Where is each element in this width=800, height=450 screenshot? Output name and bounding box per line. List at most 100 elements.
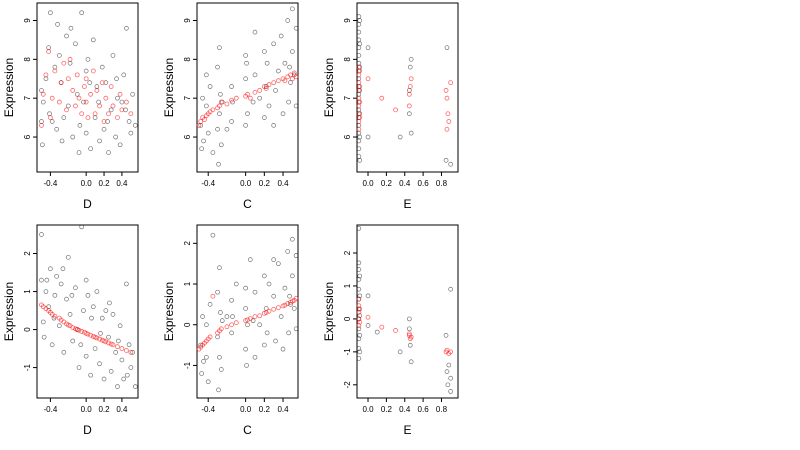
observed-points: [356, 225, 454, 394]
fitted-point: [356, 296, 362, 302]
data-point: [121, 376, 127, 382]
data-point: [110, 53, 116, 58]
data-point: [88, 372, 93, 378]
data-point: [357, 134, 363, 140]
fitted-point: [356, 316, 362, 322]
fitted-point: [123, 99, 129, 105]
fitted-point: [119, 346, 125, 351]
data-point: [128, 365, 134, 370]
fitted-point: [52, 313, 58, 319]
fitted-point: [357, 115, 363, 121]
y-tick-label: 2: [23, 251, 32, 256]
data-point: [293, 25, 299, 31]
data-point: [280, 346, 286, 352]
data-point: [261, 49, 267, 54]
data-point: [448, 389, 454, 394]
x-tick-label: 0.4: [277, 179, 289, 188]
data-point: [103, 308, 109, 313]
fitted-point: [408, 334, 414, 340]
data-point: [65, 103, 71, 109]
data-point: [70, 134, 76, 140]
data-point: [356, 356, 362, 361]
data-point: [58, 281, 64, 287]
x-tick-label: 0.2: [259, 179, 271, 188]
data-point: [92, 115, 98, 120]
x-tick-label: 0.2: [381, 405, 393, 414]
fitted-point: [110, 342, 116, 348]
fitted-point: [247, 316, 253, 322]
fitted-point: [293, 295, 299, 301]
fitted-point: [271, 306, 277, 312]
data-point: [218, 367, 224, 372]
data-point: [64, 296, 69, 302]
fitted-point: [285, 301, 291, 306]
data-point: [357, 333, 363, 338]
data-point: [39, 119, 44, 124]
fitted-point: [97, 103, 102, 109]
data-point: [41, 334, 47, 340]
data-point: [286, 330, 291, 336]
data-point: [356, 286, 362, 292]
data-point: [356, 146, 362, 152]
data-point: [218, 91, 223, 97]
fitted-point: [56, 99, 62, 105]
fitted-point: [407, 84, 413, 89]
data-point: [201, 359, 206, 364]
data-point: [128, 130, 134, 136]
data-point: [115, 95, 120, 101]
plot-frame: [196, 224, 299, 399]
fitted-point: [103, 95, 109, 101]
data-point: [126, 342, 132, 348]
data-point: [287, 293, 292, 299]
data-point: [90, 37, 96, 43]
y-tick-label: 7: [183, 95, 192, 100]
x-tick-label: 0.2: [381, 179, 393, 188]
y-tick-label: -1: [343, 348, 352, 356]
x-axis-label: D: [83, 197, 92, 211]
data-point: [73, 285, 78, 291]
fitted-point: [94, 88, 100, 93]
data-point: [273, 338, 278, 344]
data-point: [446, 362, 452, 368]
data-point: [40, 99, 46, 105]
data-point: [54, 126, 60, 132]
data-point: [280, 111, 286, 117]
data-point: [94, 289, 100, 294]
y-tick-label: 2: [183, 241, 192, 246]
fitted-point: [43, 72, 49, 78]
fitted-point: [210, 293, 216, 299]
data-point: [119, 357, 125, 363]
data-point: [365, 293, 371, 299]
data-point: [47, 111, 52, 117]
fitted-point: [393, 107, 398, 113]
chart-panel-5: -0.4 0.0 0.2 0.4 -1 0 1 2 C Expression: [162, 224, 299, 437]
y-tick-label: 6: [343, 134, 352, 139]
data-point: [59, 138, 65, 144]
data-point: [81, 308, 86, 313]
x-axis-label: E: [403, 197, 411, 211]
data-point: [356, 260, 362, 266]
data-point: [207, 84, 213, 89]
fitted-point: [58, 80, 64, 86]
x-tick-label: -0.4: [44, 405, 58, 414]
data-point: [83, 353, 89, 359]
data-point: [271, 257, 277, 262]
data-point: [56, 53, 62, 58]
plot-frame: [196, 2, 299, 173]
fitted-point: [110, 103, 116, 109]
data-point: [210, 150, 216, 155]
y-axis-label: Expression: [162, 282, 176, 341]
fitted-point: [271, 80, 277, 86]
x-tick-label: -0.4: [201, 179, 215, 188]
data-point: [79, 10, 85, 16]
fitted-point: [117, 91, 123, 97]
data-point: [229, 84, 234, 89]
data-point: [99, 64, 105, 70]
fitted-point: [229, 322, 235, 328]
fitted-point: [46, 49, 52, 54]
data-point: [216, 161, 221, 167]
data-point: [87, 80, 93, 85]
fitted-point: [275, 78, 281, 84]
fitted-point: [85, 331, 91, 337]
fitted-point: [52, 68, 58, 74]
